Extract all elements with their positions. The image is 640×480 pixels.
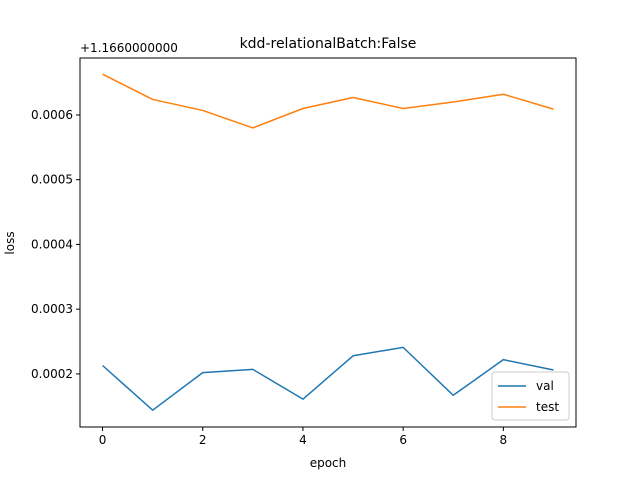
series-line-test — [102, 73, 554, 129]
legend-val-label: val — [536, 379, 554, 393]
x-tick-label: 2 — [199, 433, 207, 447]
x-tick-label: 6 — [399, 433, 407, 447]
x-axis-ticks: 0 2 4 6 8 — [99, 427, 507, 447]
series-lines — [102, 73, 554, 411]
legend-frame — [491, 371, 570, 421]
x-tick-label: 4 — [299, 433, 307, 447]
chart-title: kdd-relationalBatch:False — [240, 36, 417, 52]
x-tick-label: 0 — [99, 433, 107, 447]
legend: val test — [491, 371, 570, 421]
x-tick-label: 8 — [500, 433, 508, 447]
plot-frame — [79, 57, 577, 428]
y-tick-label: 0.0005 — [31, 173, 73, 187]
y-tick-label: 0.0004 — [31, 237, 73, 251]
y-axis-ticks: 0.0002 0.0003 0.0004 0.0005 0.0006 — [31, 108, 80, 381]
y-offset-text: +1.1660000000 — [80, 41, 178, 55]
legend-test-label: test — [536, 400, 559, 414]
y-tick-label: 0.0003 — [31, 302, 73, 316]
y-tick-label: 0.0006 — [31, 108, 73, 122]
y-axis-label: loss — [3, 231, 17, 254]
x-axis-label: epoch — [310, 456, 347, 470]
y-tick-label: 0.0002 — [31, 367, 73, 381]
series-line-val — [102, 346, 554, 411]
